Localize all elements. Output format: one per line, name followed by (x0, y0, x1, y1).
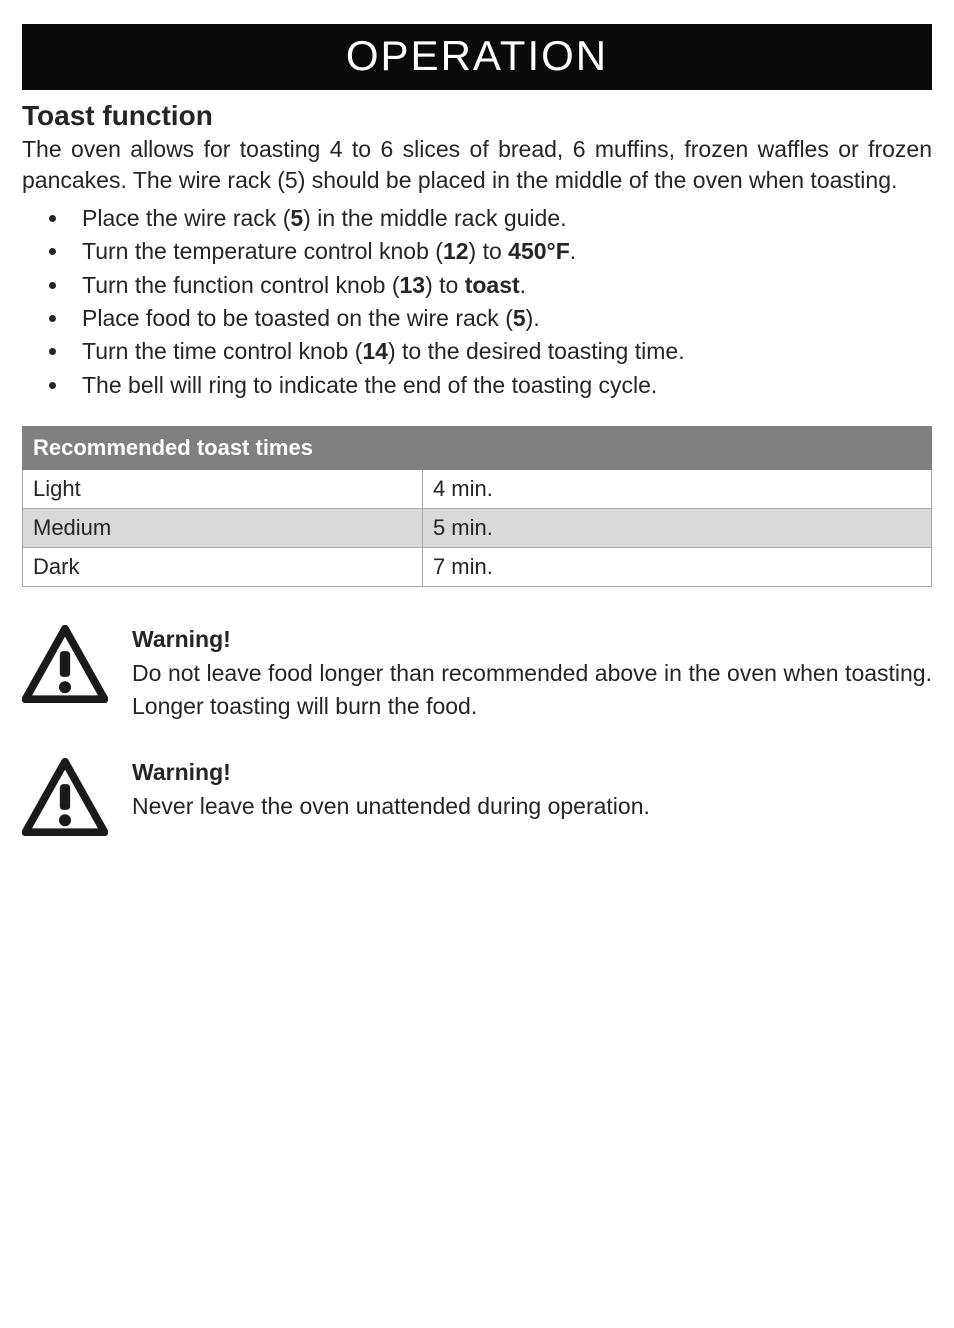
manual-page: OPERATION Toast function The oven allows… (0, 0, 954, 1328)
toast-time-cell: 7 min. (422, 548, 931, 587)
toast-level-cell: Dark (23, 548, 423, 587)
instruction-item: Turn the time control knob (14) to the d… (70, 335, 932, 368)
step-text: Turn the function control knob ( (82, 272, 400, 298)
warning-title: Warning! (132, 623, 932, 655)
warning-icon-container (22, 758, 108, 841)
table-row: Light4 min. (23, 470, 932, 509)
toast-level-cell: Light (23, 470, 423, 509)
section-intro: The oven allows for toasting 4 to 6 slic… (22, 134, 932, 196)
warning-text: Warning!Do not leave food longer than re… (132, 623, 932, 722)
step-text: Place the wire rack ( (82, 205, 290, 231)
table-row: Dark7 min. (23, 548, 932, 587)
step-text: Place food to be toasted on the wire rac… (82, 305, 513, 331)
step-text: ). (526, 305, 540, 331)
bold-text: 14 (362, 338, 388, 364)
step-text: Turn the temperature control knob ( (82, 238, 443, 264)
step-text: . (570, 238, 576, 264)
instruction-list: Place the wire rack (5) in the middle ra… (22, 202, 932, 402)
bold-text: toast (465, 272, 520, 298)
step-text: Turn the time control knob ( (82, 338, 362, 364)
bold-text: 13 (400, 272, 426, 298)
instruction-item: The bell will ring to indicate the end o… (70, 369, 932, 402)
instruction-item: Turn the function control knob (13) to t… (70, 269, 932, 302)
warning-icon (22, 758, 108, 836)
table-header: Recommended toast times (23, 427, 932, 470)
toast-times-table: Recommended toast times Light4 min.Mediu… (22, 426, 932, 587)
table-row: Medium5 min. (23, 509, 932, 548)
bold-text: 5 (513, 305, 526, 331)
step-text: ) to the desired toasting time. (388, 338, 685, 364)
instruction-item: Place food to be toasted on the wire rac… (70, 302, 932, 335)
warning-icon (22, 625, 108, 703)
warning-block: Warning!Do not leave food longer than re… (22, 623, 932, 722)
warning-body: Never leave the oven unattended during o… (132, 790, 932, 822)
step-text: ) to (469, 238, 509, 264)
warning-body: Do not leave food longer than recommende… (132, 657, 932, 721)
warning-block: Warning!Never leave the oven unattended … (22, 756, 932, 841)
warning-text: Warning!Never leave the oven unattended … (132, 756, 932, 822)
section-title: Toast function (22, 100, 932, 132)
warning-icon-container (22, 625, 108, 708)
bold-text: 450°F (508, 238, 570, 264)
warning-title: Warning! (132, 756, 932, 788)
instruction-item: Turn the temperature control knob (12) t… (70, 235, 932, 268)
instruction-item: Place the wire rack (5) in the middle ra… (70, 202, 932, 235)
toast-level-cell: Medium (23, 509, 423, 548)
bold-text: 5 (290, 205, 303, 231)
page-header-banner: OPERATION (22, 24, 932, 90)
toast-time-cell: 5 min. (422, 509, 931, 548)
bold-text: 12 (443, 238, 469, 264)
step-text: . (520, 272, 526, 298)
toast-time-cell: 4 min. (422, 470, 931, 509)
step-text: ) in the middle rack guide. (303, 205, 566, 231)
step-text: The bell will ring to indicate the end o… (82, 372, 657, 398)
step-text: ) to (425, 272, 465, 298)
